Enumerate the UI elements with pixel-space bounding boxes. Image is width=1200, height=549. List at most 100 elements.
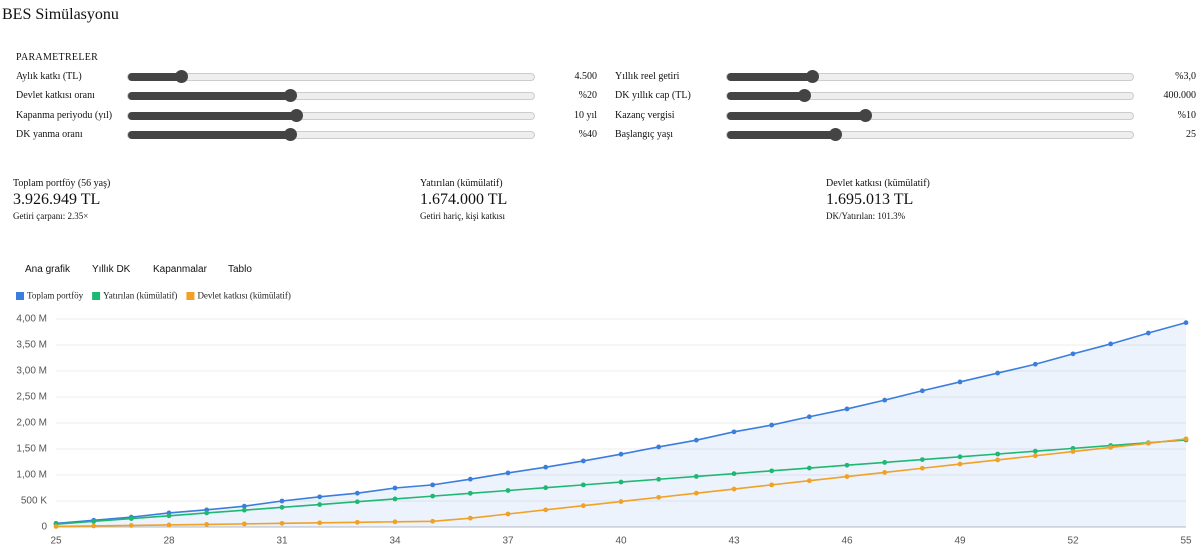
- point: [882, 470, 888, 475]
- point: [882, 397, 888, 403]
- point: [1108, 445, 1114, 450]
- tab[interactable]: Tablo: [228, 264, 252, 275]
- point: [204, 510, 210, 516]
- slider[interactable]: [127, 89, 535, 103]
- point: [919, 457, 925, 463]
- point: [618, 499, 624, 504]
- point: [241, 521, 247, 527]
- slider[interactable]: [127, 70, 535, 83]
- point: [618, 451, 624, 457]
- point: [1032, 453, 1038, 459]
- tab[interactable]: Yıllık DK: [92, 264, 131, 275]
- point: [392, 485, 398, 491]
- slider[interactable]: [127, 127, 535, 141]
- tab[interactable]: Ana grafik: [25, 264, 71, 275]
- slider-thumb[interactable]: [284, 127, 298, 141]
- point: [693, 490, 699, 496]
- point: [693, 437, 699, 443]
- point: [995, 370, 1001, 376]
- point: [693, 474, 699, 479]
- point: [354, 519, 360, 525]
- point: [467, 490, 473, 496]
- point: [241, 503, 247, 509]
- slider-thumb[interactable]: [859, 108, 873, 122]
- point: [543, 485, 549, 491]
- point: [806, 478, 812, 484]
- legend-swatch: [92, 292, 101, 300]
- point: [919, 465, 925, 471]
- slider-thumb[interactable]: [798, 89, 812, 103]
- slider[interactable]: [726, 70, 1134, 83]
- y-tick-label: 500 K: [21, 496, 47, 507]
- x-tick-label: 40: [615, 536, 627, 547]
- slider[interactable]: [726, 127, 1134, 141]
- card-value: 3.926.949 TL: [13, 191, 101, 208]
- y-tick-label: 0: [41, 522, 47, 533]
- x-tick-label: 55: [1180, 536, 1192, 547]
- point: [957, 379, 963, 385]
- y-tick-label: 2,00 M: [16, 418, 47, 429]
- point: [1183, 436, 1189, 442]
- legend-swatch: [186, 292, 195, 300]
- x-tick-label: 28: [163, 536, 175, 547]
- slider-fill: [128, 73, 181, 81]
- point: [392, 519, 398, 525]
- point: [1070, 449, 1076, 454]
- point: [957, 454, 963, 460]
- point: [467, 476, 473, 482]
- point: [430, 482, 436, 488]
- slider-thumb[interactable]: [828, 127, 842, 141]
- slider-fill: [727, 73, 813, 81]
- point: [354, 490, 360, 496]
- legend-swatch: [16, 292, 24, 300]
- param-label: Yıllık reel getiri: [615, 71, 680, 82]
- point: [882, 460, 888, 465]
- point: [731, 486, 737, 492]
- point: [543, 507, 549, 513]
- slider-thumb[interactable]: [290, 108, 304, 122]
- slider[interactable]: [726, 108, 1134, 122]
- card-note: Getiri çarpanı: 2.35×: [13, 211, 89, 221]
- y-tick-label: 2,50 M: [16, 392, 47, 403]
- point: [128, 523, 134, 528]
- point: [1032, 448, 1038, 454]
- point: [430, 518, 436, 524]
- slider[interactable]: [726, 89, 1134, 103]
- param-label: Kazanç vergisi: [615, 109, 675, 121]
- slider-thumb[interactable]: [284, 89, 298, 103]
- card-value: 1.674.000 TL: [420, 191, 508, 208]
- point: [1032, 361, 1038, 367]
- page-title: BES Simülasyonu: [2, 6, 119, 23]
- legend-label: Toplam portföy: [27, 291, 84, 301]
- point: [317, 494, 323, 500]
- slider[interactable]: [127, 108, 535, 122]
- slider-thumb[interactable]: [806, 70, 820, 83]
- param-label: DK yıllık cap (TL): [615, 90, 691, 102]
- area: [56, 322, 1186, 527]
- point: [769, 482, 775, 488]
- point: [995, 451, 1001, 457]
- card-label: Yatırılan (kümülatif): [420, 178, 503, 189]
- point: [1145, 440, 1151, 446]
- y-tick-label: 1,50 M: [16, 444, 47, 455]
- param-value: 25: [1186, 128, 1196, 140]
- point: [656, 476, 662, 482]
- point: [430, 493, 436, 499]
- point: [392, 496, 398, 502]
- point: [505, 511, 511, 517]
- param-value: %3,0: [1175, 71, 1196, 82]
- y-tick-label: 3,50 M: [16, 340, 47, 351]
- x-tick-label: 31: [276, 536, 288, 547]
- legend-label: Devlet katkısı (kümülatif): [197, 291, 290, 301]
- param-value: %40: [578, 128, 597, 140]
- x-tick-label: 43: [728, 536, 740, 547]
- y-tick-label: 4,00 M: [16, 314, 47, 325]
- point: [505, 488, 511, 493]
- point: [204, 522, 210, 527]
- point: [1070, 351, 1076, 357]
- tab[interactable]: Kapanmalar: [153, 264, 207, 275]
- slider-thumb[interactable]: [174, 70, 188, 83]
- point: [128, 516, 134, 521]
- point: [505, 470, 511, 476]
- x-tick-label: 52: [1067, 536, 1079, 547]
